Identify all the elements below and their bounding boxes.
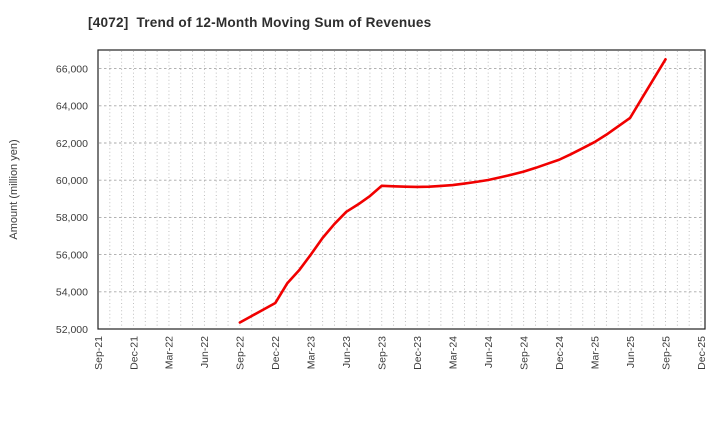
x-tick-label: Dec-24 bbox=[554, 336, 566, 370]
chart-title: [4072] Trend of 12-Month Moving Sum of R… bbox=[88, 15, 432, 30]
y-tick-label: 58,000 bbox=[56, 212, 88, 224]
y-tick-label: 60,000 bbox=[56, 175, 88, 187]
x-tick-label: Mar-23 bbox=[306, 336, 318, 369]
x-tick-label: Sep-23 bbox=[377, 336, 389, 370]
y-tick-label: 62,000 bbox=[56, 138, 88, 150]
x-tick-label: Jun-23 bbox=[341, 336, 353, 368]
x-tick-label: Jun-22 bbox=[199, 336, 211, 368]
y-tick-label: 66,000 bbox=[56, 63, 88, 75]
x-tick-label: Dec-22 bbox=[270, 336, 282, 370]
x-tick-label: Dec-23 bbox=[412, 336, 424, 370]
revenue-line bbox=[238, 57, 667, 324]
x-tick-label: Mar-25 bbox=[589, 336, 601, 369]
x-tick-label: Jun-25 bbox=[625, 336, 637, 368]
x-tick-label: Sep-22 bbox=[235, 336, 247, 370]
y-tick-label: 52,000 bbox=[56, 324, 88, 336]
x-tick-label: Mar-24 bbox=[448, 336, 460, 369]
y-axis-label: Amount (million yen) bbox=[8, 139, 20, 239]
x-tick-label: Sep-24 bbox=[518, 336, 530, 370]
y-tick-label: 54,000 bbox=[56, 287, 88, 299]
x-tick-label: Sep-21 bbox=[93, 336, 105, 370]
x-tick-label: Dec-25 bbox=[696, 336, 708, 370]
plot-border bbox=[97, 49, 706, 330]
x-tick-label: Jun-24 bbox=[483, 336, 495, 368]
x-tick-label: Dec-21 bbox=[128, 336, 140, 370]
y-tick-label: 56,000 bbox=[56, 249, 88, 261]
x-tick-label: Mar-22 bbox=[164, 336, 176, 369]
y-tick-label: 64,000 bbox=[56, 101, 88, 113]
x-tick-label: Sep-25 bbox=[660, 336, 672, 370]
